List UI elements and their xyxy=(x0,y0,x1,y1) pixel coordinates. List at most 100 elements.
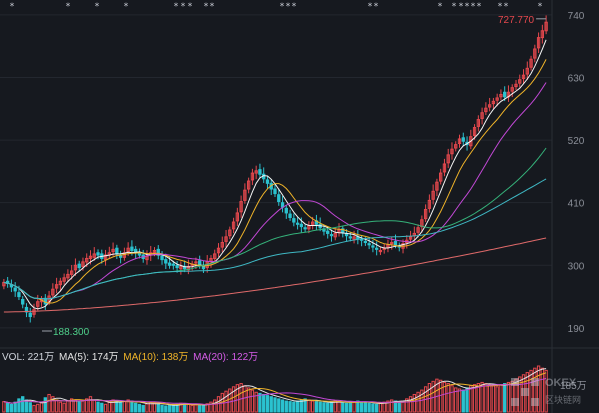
candle-body xyxy=(201,265,206,270)
event-star-icon: * xyxy=(465,2,470,12)
volume-bar xyxy=(480,381,484,413)
candle-body xyxy=(521,74,526,80)
candle-body xyxy=(423,209,428,220)
y-tick-label: 300 xyxy=(568,261,585,272)
volume-bar xyxy=(322,402,326,413)
volume-bar xyxy=(465,387,469,413)
volume-bar xyxy=(375,403,379,413)
volume-bar xyxy=(521,374,526,413)
candle-body xyxy=(295,222,300,225)
event-star-icon: * xyxy=(174,2,179,12)
volume-bar xyxy=(77,401,81,413)
candle xyxy=(427,194,432,213)
candle-body xyxy=(518,79,522,84)
candle xyxy=(292,213,296,227)
candle xyxy=(243,183,247,204)
candle-body xyxy=(213,253,217,259)
volume-bar xyxy=(397,401,401,413)
candle xyxy=(69,265,74,280)
volume-bar xyxy=(307,399,311,413)
candle-body xyxy=(111,248,115,253)
volume-bar xyxy=(24,399,29,413)
candle xyxy=(179,261,183,275)
event-star-icon: * xyxy=(10,2,15,12)
candle-body xyxy=(454,144,458,149)
volume-bar xyxy=(167,404,172,413)
event-star-icon: * xyxy=(286,2,291,12)
candle-body xyxy=(239,201,243,213)
volume-bar xyxy=(310,400,315,413)
volume-bar xyxy=(544,369,548,413)
candle-body xyxy=(533,48,537,59)
volume-bar xyxy=(201,404,206,413)
volume-axis-label: 185万 xyxy=(560,381,587,392)
candle-body xyxy=(476,119,481,127)
candle-body xyxy=(446,154,450,164)
candle xyxy=(333,227,337,241)
event-star-icon: * xyxy=(95,2,100,12)
volume-bar xyxy=(495,386,499,413)
volume-bar xyxy=(216,396,221,413)
candle xyxy=(269,179,273,196)
candle-body xyxy=(126,247,130,253)
candle xyxy=(258,163,262,178)
candle xyxy=(423,204,428,223)
candle-body xyxy=(525,67,529,75)
candle-body xyxy=(235,212,240,222)
volume-bar xyxy=(371,403,375,413)
candle xyxy=(254,165,258,180)
candle-body xyxy=(529,58,533,68)
candle-body xyxy=(62,277,66,282)
candle-body xyxy=(329,234,334,237)
candle-body xyxy=(310,221,315,225)
candle-body xyxy=(73,264,78,271)
candle xyxy=(250,168,255,186)
candle xyxy=(303,224,307,233)
candle-body xyxy=(81,261,85,267)
candle xyxy=(491,97,496,109)
event-star-icon: * xyxy=(459,2,464,12)
volume-bar xyxy=(386,400,390,413)
candle-body xyxy=(408,236,413,240)
candle-body xyxy=(58,280,63,286)
volume-bar xyxy=(454,387,458,413)
candle xyxy=(2,278,6,290)
candle-body xyxy=(246,180,251,190)
volume-bar xyxy=(457,388,462,413)
candle-body xyxy=(96,252,100,256)
volume-bar xyxy=(73,399,78,413)
candle-body xyxy=(273,188,277,195)
candle-body xyxy=(352,236,356,240)
event-star-icon: * xyxy=(438,2,443,12)
event-star-icon: * xyxy=(374,2,379,12)
candle-body xyxy=(36,301,40,307)
event-star-icon: * xyxy=(471,2,476,12)
volume-bar xyxy=(213,399,217,413)
volume-bar xyxy=(344,402,349,413)
volume-bar xyxy=(405,398,409,413)
candle-body xyxy=(258,169,262,175)
volume-bar xyxy=(299,399,304,413)
volume-bar xyxy=(100,402,104,413)
candle-body xyxy=(390,242,394,245)
candle-body xyxy=(69,270,74,275)
ma60-line xyxy=(3,147,547,300)
event-star-icon: * xyxy=(280,2,285,12)
volume-bar xyxy=(491,385,496,413)
volume-bar xyxy=(228,388,232,413)
volume-bar xyxy=(450,385,454,413)
candle xyxy=(514,80,518,90)
candle-body xyxy=(179,265,183,270)
volume-bar xyxy=(239,383,243,413)
candle xyxy=(506,85,511,102)
candle-body xyxy=(265,179,270,184)
candle xyxy=(145,250,149,265)
volume-bar xyxy=(412,393,416,413)
volume-bar xyxy=(356,400,360,413)
volume-bar xyxy=(250,389,255,413)
candle-body xyxy=(224,236,228,242)
volume-bar xyxy=(506,381,511,413)
volume-bar xyxy=(476,383,481,413)
candle-body xyxy=(28,312,32,318)
candle-body xyxy=(54,284,59,289)
